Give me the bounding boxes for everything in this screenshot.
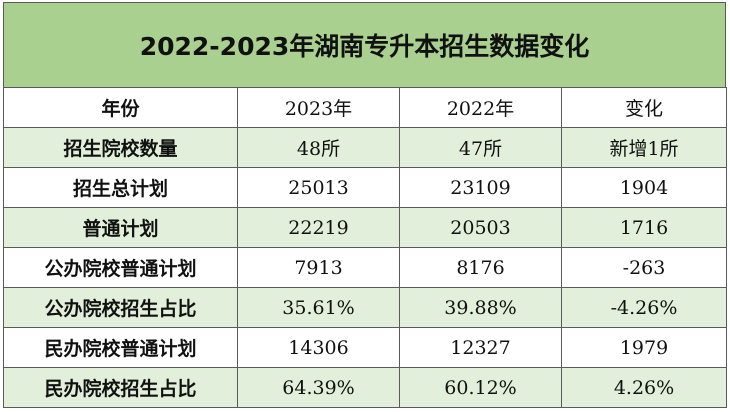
cell-change: -263	[561, 247, 727, 288]
table-row: 民办院校招生占比 64.39% 60.12% 4.26%	[3, 367, 727, 408]
cell-2023: 25013	[237, 167, 400, 208]
cell-change: 4.26%	[561, 367, 727, 408]
table-row: 普通计划 22219 20503 1716	[3, 207, 727, 248]
row-label: 招生院校数量	[3, 127, 238, 168]
cell-2022: 20503	[399, 207, 562, 248]
cell-change: -4.26%	[561, 287, 727, 328]
cell-change: 1979	[561, 327, 727, 368]
data-table-frame: 2022-2023年湖南专升本招生数据变化 年份 2023年 2022年 变化 …	[3, 2, 727, 409]
table-title: 2022-2023年湖南专升本招生数据变化	[3, 2, 726, 88]
cell-2022: 60.12%	[399, 367, 562, 408]
header-year-label: 年份	[3, 87, 238, 128]
cell-2023: 14306	[237, 327, 400, 368]
cell-2023: 64.39%	[237, 367, 400, 408]
admissions-table: 年份 2023年 2022年 变化 招生院校数量 48所 47所 新增1所 招生…	[3, 87, 727, 408]
row-label: 民办院校招生占比	[3, 367, 238, 408]
table-row: 民办院校普通计划 14306 12327 1979	[3, 327, 727, 368]
header-2022: 2022年	[399, 87, 562, 128]
row-label: 公办院校招生占比	[3, 287, 238, 328]
row-label: 招生总计划	[3, 167, 238, 208]
table-row: 招生总计划 25013 23109 1904	[3, 167, 727, 208]
cell-2023: 22219	[237, 207, 400, 248]
cell-2022: 12327	[399, 327, 562, 368]
cell-2022: 39.88%	[399, 287, 562, 328]
row-label: 普通计划	[3, 207, 238, 248]
cell-2022: 47所	[399, 127, 562, 168]
table-row: 公办院校普通计划 7913 8176 -263	[3, 247, 727, 288]
header-row: 年份 2023年 2022年 变化	[3, 87, 727, 128]
row-label: 民办院校普通计划	[3, 327, 238, 368]
cell-2023: 7913	[237, 247, 400, 288]
cell-change: 1904	[561, 167, 727, 208]
header-change: 变化	[561, 87, 727, 128]
cell-change: 新增1所	[561, 127, 727, 168]
cell-2023: 35.61%	[237, 287, 400, 328]
header-2023: 2023年	[237, 87, 400, 128]
cell-2022: 23109	[399, 167, 562, 208]
cell-2023: 48所	[237, 127, 400, 168]
cell-2022: 8176	[399, 247, 562, 288]
table-row: 招生院校数量 48所 47所 新增1所	[3, 127, 727, 168]
cell-change: 1716	[561, 207, 727, 248]
row-label: 公办院校普通计划	[3, 247, 238, 288]
table-row: 公办院校招生占比 35.61% 39.88% -4.26%	[3, 287, 727, 328]
